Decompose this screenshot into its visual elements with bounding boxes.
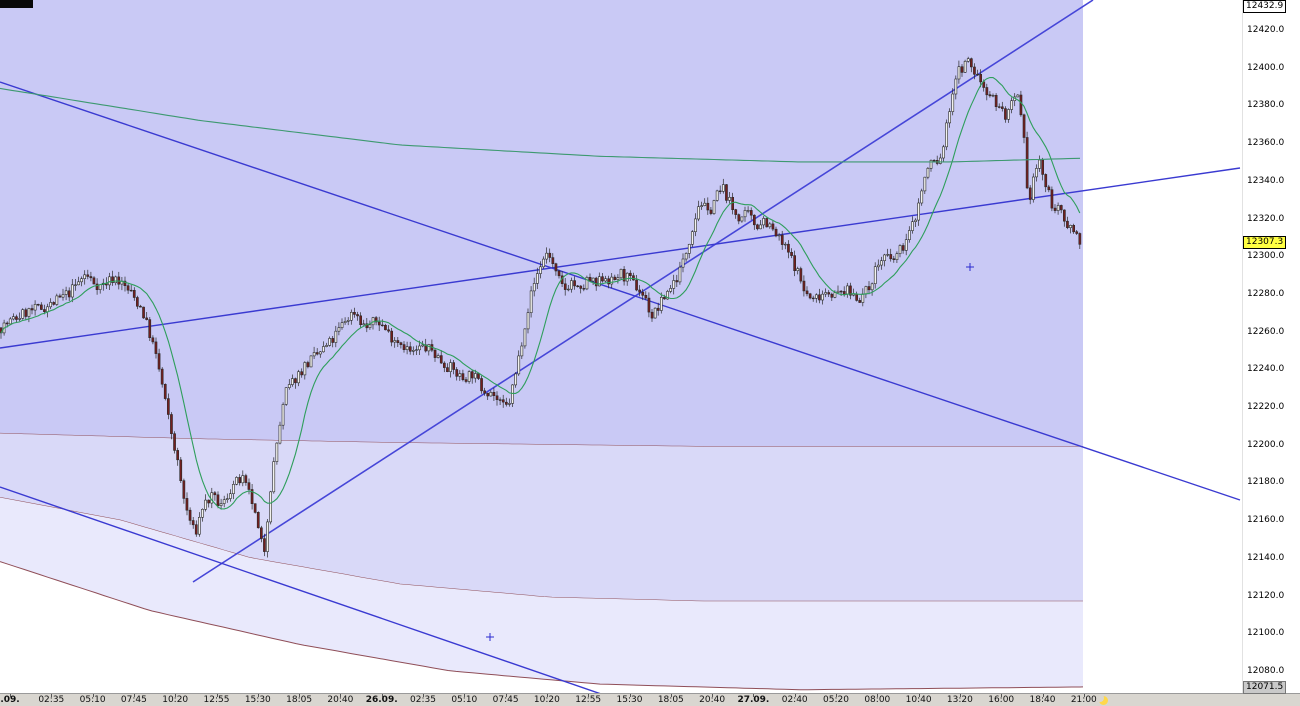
ma-line-slow	[0, 87, 1081, 163]
x-axis-label: 12:55	[203, 695, 230, 705]
y-axis-label: 12320.0	[1247, 213, 1285, 224]
trend-line-descending-upper[interactable]	[0, 81, 1241, 501]
time-axis-tick	[10, 694, 11, 697]
x-axis-label: 08:00	[864, 695, 891, 705]
x-axis-label: 15:30	[616, 695, 643, 705]
x-axis-label: 02:35	[410, 695, 436, 705]
x-axis-label: 27.09.	[737, 695, 770, 705]
x-axis-label: 10:40	[905, 695, 932, 705]
x-axis-label: 07:45	[120, 695, 147, 705]
time-axis-tick	[423, 694, 424, 697]
trendline-price-badge: 12432.9	[1243, 0, 1287, 13]
y-axis-label: 12400.0	[1247, 62, 1285, 73]
x-axis-label: 05:10	[79, 695, 106, 705]
x-axis-label: 18:05	[657, 695, 684, 705]
x-axis-label: 12:55	[575, 695, 602, 705]
bands-layer	[0, 0, 1084, 691]
time-axis-tick	[588, 694, 590, 697]
candles-layer	[0, 56, 1082, 558]
x-axis-label: 07:45	[492, 695, 519, 705]
x-axis-label: .09.	[0, 695, 20, 705]
x-axis-label: 20:40	[327, 695, 354, 705]
ma-line-fast	[0, 76, 1081, 510]
x-axis-label: 18:05	[286, 695, 313, 705]
lower-band-price-badge: 12071.5	[1243, 680, 1287, 694]
time-axis-tick	[629, 694, 631, 697]
time-axis-tick	[299, 694, 301, 697]
time-axis-tick	[464, 694, 466, 697]
time-axis-tick	[381, 694, 383, 697]
time-axis-tick	[670, 694, 672, 697]
y-axis-label: 12380.0	[1247, 100, 1285, 111]
y-axis-label: 12180.0	[1247, 477, 1285, 488]
time-axis-tick	[546, 694, 548, 697]
time-axis-tick	[877, 694, 879, 697]
x-axis-label: 13:20	[946, 695, 973, 705]
price-axis[interactable]: 12420.0 12400.0 12380.0 12360.0 12340.0 12320…	[1242, 0, 1300, 693]
y-axis-label: 12100.0	[1247, 628, 1285, 639]
x-axis-label: 18:40	[1029, 695, 1056, 705]
y-axis-label: 12360.0	[1247, 138, 1285, 149]
time-axis-tick	[1001, 694, 1003, 697]
y-axis-label: 12160.0	[1247, 515, 1285, 526]
band-line-lower-envelope	[0, 561, 1084, 691]
time-axis-tick	[959, 694, 961, 697]
time-axis-tick	[753, 694, 755, 697]
time-axis-tick	[133, 694, 135, 697]
y-axis-label: 12140.0	[1247, 552, 1285, 563]
x-axis-label: 10:20	[162, 695, 189, 705]
time-axis-tick	[1083, 694, 1085, 697]
time-axis-tick	[257, 694, 259, 697]
x-axis-label: 21:00	[1070, 695, 1097, 705]
time-axis-tick	[175, 694, 177, 697]
time-axis-tick	[505, 694, 507, 697]
time-axis-tick	[92, 694, 94, 697]
x-axis-label: 15:30	[244, 695, 271, 705]
y-axis-label: 12080.0	[1247, 665, 1285, 676]
last-price-badge: 12307.3	[1243, 236, 1287, 250]
x-axis-label: 26.09.	[365, 695, 398, 705]
time-axis-tick	[794, 694, 796, 697]
y-axis-label: 12240.0	[1247, 364, 1285, 375]
markers-layer	[486, 263, 974, 641]
time-axis-tick	[1042, 694, 1044, 697]
time-axis-tick	[216, 694, 218, 697]
time-axis-tick	[340, 694, 342, 697]
x-axis-label: 20:40	[699, 695, 726, 705]
time-axis[interactable]: .09. 02:35 05:10 07:45 10:20 12:55 15:30 18:05 2…	[0, 693, 1300, 706]
y-axis-label: 12220.0	[1247, 402, 1285, 412]
time-axis-tick	[51, 694, 53, 697]
x-axis-label: 16:00	[988, 695, 1015, 705]
y-axis-label: 12260.0	[1247, 326, 1285, 337]
x-axis-label: 02:40	[781, 695, 808, 705]
x-axis-label: 10:20	[533, 695, 560, 705]
moving-averages-layer	[0, 76, 1081, 510]
time-axis-tick	[918, 694, 920, 697]
y-axis-label: 12300.0	[1247, 251, 1285, 262]
x-axis-label: 02:35	[38, 695, 65, 705]
top-left-artifact	[0, 0, 33, 8]
time-axis-tick	[712, 694, 714, 697]
y-axis-label: 12120.0	[1247, 590, 1285, 601]
y-axis-label: 12420.0	[1247, 25, 1285, 35]
y-axis-label: 12200.0	[1247, 439, 1285, 450]
time-axis-tick	[836, 694, 837, 697]
y-axis-label: 12280.0	[1247, 288, 1285, 299]
trend-line-descending-lower[interactable]	[0, 486, 636, 693]
y-axis-label: 12340.0	[1247, 175, 1285, 186]
moon-icon	[1095, 694, 1108, 705]
x-axis-label: 05:10	[451, 695, 478, 705]
x-axis-label: 05:20	[823, 695, 849, 705]
